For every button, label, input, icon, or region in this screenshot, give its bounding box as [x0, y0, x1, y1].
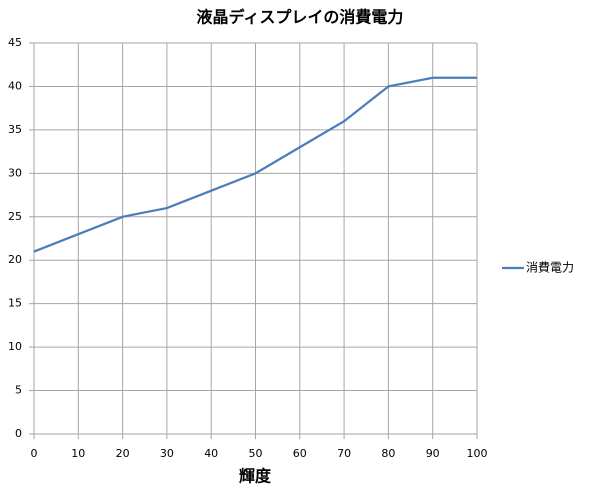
- x-tick-label: 30: [160, 447, 174, 460]
- x-tick-label: 20: [116, 447, 130, 460]
- y-tick-label: 40: [8, 79, 22, 92]
- y-tick-label: 5: [15, 384, 22, 397]
- chart-title: 液晶ディスプレイの消費電力: [197, 8, 404, 27]
- x-tick-label: 0: [31, 447, 38, 460]
- y-tick-label: 45: [8, 36, 22, 49]
- x-tick-label: 100: [467, 447, 488, 460]
- y-tick-label: 10: [8, 340, 22, 353]
- legend-label: 消費電力: [526, 260, 574, 275]
- data-line: [33, 76, 477, 253]
- y-tick-label: 25: [8, 210, 22, 223]
- y-tick-label: 20: [8, 253, 22, 266]
- x-tick-label: 50: [249, 447, 263, 460]
- x-tick-label: 10: [71, 447, 85, 460]
- y-tick-label: 0: [15, 427, 22, 440]
- x-axis-label: 輝度: [239, 467, 272, 486]
- x-tick-label: 70: [337, 447, 351, 460]
- y-tick-label: 35: [8, 123, 22, 136]
- y-tick-label: 15: [8, 297, 22, 310]
- x-tick-label: 40: [204, 447, 218, 460]
- x-tick-label: 90: [426, 447, 440, 460]
- x-tick-label: 80: [381, 447, 395, 460]
- y-tick-label: 30: [8, 166, 22, 179]
- x-tick-label: 60: [293, 447, 307, 460]
